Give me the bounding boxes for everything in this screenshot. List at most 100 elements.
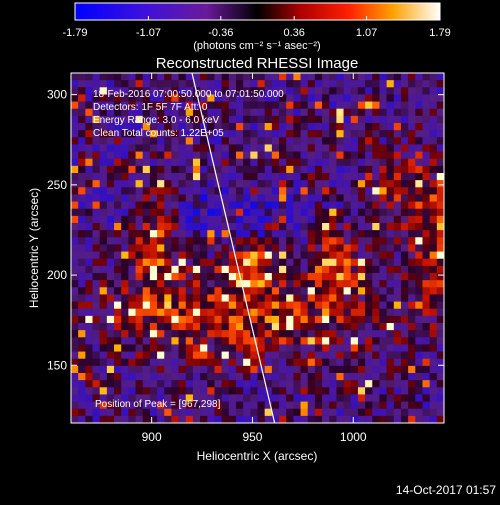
heatmap-cell: [386, 358, 395, 367]
heatmap-cell: [185, 387, 194, 395]
heatmap-cell: [200, 251, 208, 260]
heatmap-cell: [114, 244, 122, 252]
heatmap-cell: [357, 394, 366, 402]
heatmap-cell: [121, 351, 129, 360]
heatmap-cell: [393, 215, 402, 224]
heatmap-cell: [114, 258, 122, 267]
heatmap-cell: [279, 358, 287, 367]
heatmap-cell: [429, 201, 438, 210]
heatmap-cell: [314, 401, 323, 410]
heatmap-cell: [329, 408, 337, 417]
heatmap-cell: [221, 365, 230, 374]
heatmap-cell: [114, 337, 122, 345]
heatmap-cell: [78, 280, 86, 288]
heatmap-cell: [322, 223, 330, 231]
heatmap-cell: [200, 144, 208, 152]
heatmap-cell: [207, 294, 215, 302]
heatmap-cell: [350, 408, 359, 417]
heatmap-cell: [171, 144, 179, 152]
heatmap-cell: [293, 73, 301, 81]
heatmap-cell: [393, 337, 402, 345]
heatmap-cell: [307, 323, 316, 331]
heatmap-cell: [128, 351, 136, 360]
heatmap-cell: [408, 315, 416, 324]
heatmap-cell: [228, 165, 237, 174]
heatmap-cell: [379, 401, 387, 410]
heatmap-cell: [264, 401, 273, 410]
heatmap-cell: [293, 387, 301, 395]
heatmap-cell: [372, 201, 380, 210]
heatmap-cell: [78, 358, 86, 367]
heatmap-cell: [264, 144, 273, 152]
heatmap-cell: [92, 251, 100, 260]
heatmap-cell: [92, 151, 100, 160]
heatmap-cell: [271, 130, 280, 138]
heatmap-cell: [85, 315, 93, 324]
heatmap-cell: [85, 180, 93, 188]
heatmap-cell: [357, 80, 366, 88]
heatmap-cell: [257, 80, 265, 88]
heatmap-cell: [314, 130, 323, 138]
annotation-detectors: Detectors: 1F 5F 7F Att: 0: [93, 102, 208, 113]
heatmap-cell: [164, 208, 172, 217]
heatmap-cell: [185, 330, 194, 338]
heatmap-cell: [135, 294, 144, 302]
heatmap-cell: [243, 415, 251, 423]
heatmap-cell: [192, 180, 201, 188]
heatmap-cell: [207, 130, 215, 138]
heatmap-cell: [357, 415, 366, 423]
heatmap-cell: [329, 94, 337, 102]
heatmap-cell: [271, 244, 280, 252]
heatmap-cell: [307, 415, 316, 423]
heatmap-cell: [85, 108, 93, 117]
heatmap-cell: [149, 323, 158, 331]
heatmap-cell: [142, 223, 151, 231]
heatmap-cell: [99, 273, 108, 281]
heatmap-cell: [307, 351, 316, 360]
heatmap-cell: [293, 244, 301, 252]
heatmap-cell: [235, 408, 244, 417]
heatmap-cell: [235, 80, 244, 88]
heatmap-cell: [185, 194, 194, 202]
heatmap-cell: [92, 323, 100, 331]
heatmap-cell: [336, 194, 344, 202]
heatmap-cell: [271, 144, 280, 152]
heatmap-cell: [257, 365, 265, 374]
heatmap-cell: [343, 144, 352, 152]
heatmap-cell: [157, 194, 165, 202]
heatmap-cell: [135, 208, 144, 217]
heatmap-cell: [192, 94, 201, 102]
heatmap-cell: [121, 415, 129, 423]
heatmap-cell: [343, 158, 352, 167]
heatmap-cell: [164, 137, 172, 145]
heatmap-cell: [257, 287, 265, 295]
heatmap-cell: [121, 337, 129, 345]
heatmap-cell: [372, 415, 380, 423]
heatmap-cell: [221, 294, 230, 302]
heatmap-cell: [279, 408, 287, 417]
heatmap-cell: [78, 287, 86, 295]
heatmap-cell: [243, 215, 251, 224]
heatmap-cell: [142, 130, 151, 138]
heatmap-cell: [214, 280, 222, 288]
heatmap-cell: [92, 365, 100, 374]
heatmap-cell: [85, 94, 93, 102]
heatmap-cell: [400, 308, 409, 317]
heatmap-cell: [142, 251, 151, 260]
heatmap-cell: [149, 101, 158, 110]
heatmap-cell: [279, 308, 287, 317]
heatmap-cell: [128, 87, 136, 95]
heatmap-cell: [171, 394, 179, 402]
heatmap-cell: [393, 73, 402, 81]
heatmap-cell: [85, 137, 93, 145]
chart-title: Reconstructed RHESSI Image: [156, 55, 359, 72]
heatmap-cell: [408, 394, 416, 402]
heatmap-cell: [343, 287, 352, 295]
heatmap-cell: [393, 115, 402, 124]
heatmap-cell: [408, 180, 416, 188]
heatmap-cell: [307, 223, 316, 231]
heatmap-cell: [157, 415, 165, 423]
heatmap-cell: [314, 80, 323, 88]
heatmap-cell: [228, 87, 237, 95]
heatmap-cell: [228, 273, 237, 281]
